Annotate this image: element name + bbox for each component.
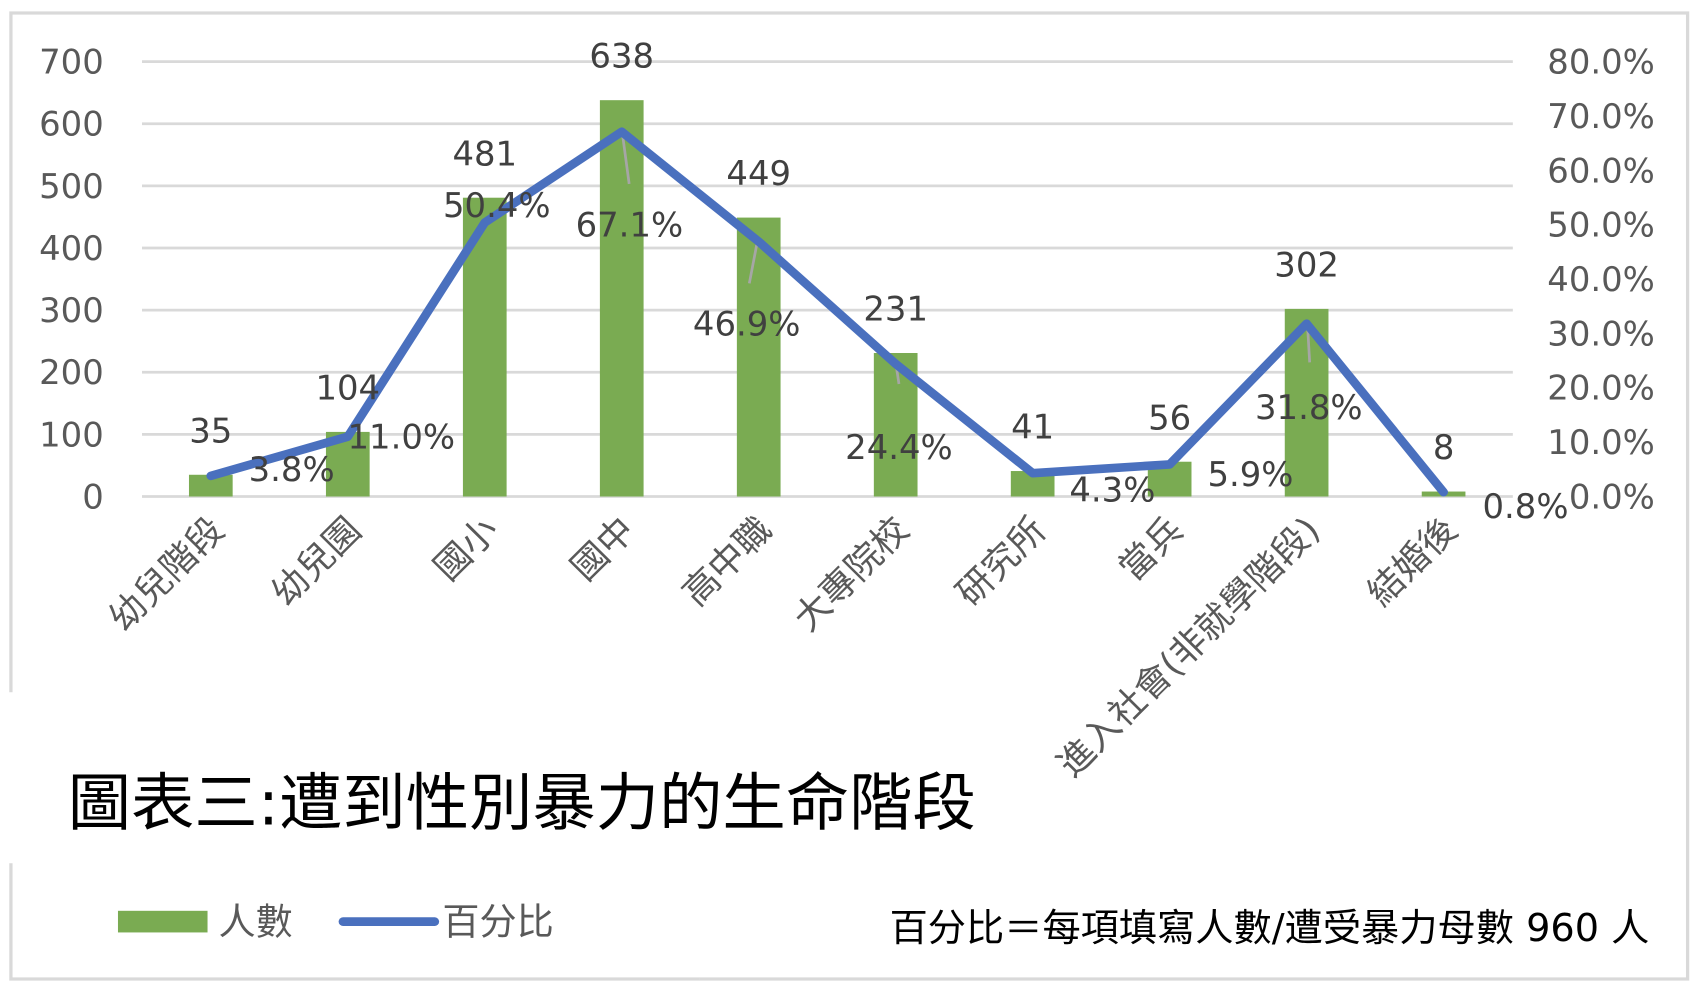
bar-value-label: 231 bbox=[863, 290, 928, 329]
percent-value-label: 11.0% bbox=[348, 418, 456, 457]
right-tick-label: 0.0% bbox=[1569, 478, 1655, 517]
bar-value-label: 41 bbox=[1011, 408, 1054, 447]
left-tick-label: 400 bbox=[39, 229, 104, 268]
right-tick-label: 30.0% bbox=[1547, 314, 1655, 353]
x-tick-label: 幼兒園 bbox=[264, 510, 370, 615]
percent-value-label: 3.8% bbox=[249, 450, 335, 489]
x-tick-label: 研究所 bbox=[949, 510, 1055, 615]
bar-value-label: 449 bbox=[726, 154, 791, 193]
right-tick-label: 40.0% bbox=[1547, 260, 1655, 299]
left-tick-label: 500 bbox=[39, 167, 104, 206]
left-tick-label: 0 bbox=[82, 478, 104, 517]
percent-value-label: 5.9% bbox=[1207, 455, 1293, 494]
line-series bbox=[206, 127, 1448, 497]
right-tick-label: 10.0% bbox=[1547, 423, 1655, 462]
right-tick-label: 80.0% bbox=[1547, 43, 1655, 82]
footnote: 百分比＝每項填寫人數/遭受暴力母數 960 人 bbox=[890, 906, 1650, 950]
percent-value-label: 0.8% bbox=[1483, 487, 1569, 526]
left-tick-label: 200 bbox=[39, 353, 104, 392]
percent-value-label: 4.3% bbox=[1069, 470, 1155, 509]
left-tick-label: 300 bbox=[39, 291, 104, 330]
bar bbox=[188, 474, 233, 497]
x-tick-label: 大專院校 bbox=[786, 510, 917, 640]
bar-value-label: 35 bbox=[189, 411, 232, 450]
x-tick-label: 進入社會(非就學階段) bbox=[1050, 510, 1328, 786]
bar-value-label: 302 bbox=[1274, 246, 1339, 285]
chart-title: 圖表三:遭到性別暴力的生命階段 bbox=[68, 766, 976, 840]
x-tick-label: 結婚後 bbox=[1360, 510, 1466, 615]
bar-value-label: 638 bbox=[589, 37, 654, 76]
right-tick-label: 70.0% bbox=[1547, 97, 1655, 136]
x-tick-label: 國小 bbox=[426, 510, 506, 589]
legend: 人數 百分比 bbox=[117, 901, 554, 944]
leader-line bbox=[621, 135, 631, 185]
legend-label-line: 百分比 bbox=[442, 901, 553, 944]
x-tick-label: 高中職 bbox=[675, 510, 781, 615]
chart-frame bbox=[9, 11, 1690, 981]
legend-label-bar: 人數 bbox=[218, 901, 292, 944]
x-tick-label: 幼兒階段 bbox=[101, 510, 232, 640]
bar-value-label: 104 bbox=[315, 369, 380, 408]
right-tick-label: 20.0% bbox=[1547, 369, 1655, 408]
percent-value-label: 31.8% bbox=[1255, 388, 1363, 427]
x-tick-label: 當兵 bbox=[1111, 510, 1191, 589]
right-tick-label: 50.0% bbox=[1547, 206, 1655, 245]
percent-line bbox=[206, 127, 1448, 497]
bar bbox=[599, 100, 644, 497]
bar-series bbox=[188, 100, 1466, 497]
bar-value-label: 8 bbox=[1433, 428, 1455, 467]
left-tick-label: 100 bbox=[39, 415, 104, 454]
percent-value-label: 50.4% bbox=[443, 186, 551, 225]
gridlines bbox=[142, 60, 1513, 498]
bar bbox=[736, 217, 781, 497]
bar-value-label: 481 bbox=[452, 134, 517, 173]
data-labels: 35 104 481 638 449 231 41 56 302 8 3.8% 11.0% 50.4% 6… bbox=[189, 37, 1568, 526]
left-tick-label: 600 bbox=[39, 105, 104, 144]
percent-value-label: 46.9% bbox=[693, 305, 801, 344]
right-tick-label: 60.0% bbox=[1547, 151, 1655, 190]
percent-value-label: 24.4% bbox=[845, 428, 953, 467]
left-axis: 0 100 200 300 400 500 600 700 bbox=[39, 43, 104, 517]
bar-value-label: 56 bbox=[1148, 398, 1191, 437]
right-axis: 0.0% 10.0% 20.0% 30.0% 40.0% 50.0% 60.0% 70.0% 8… bbox=[1547, 43, 1655, 517]
left-tick-label: 700 bbox=[39, 43, 104, 82]
legend-swatch-bar bbox=[117, 910, 208, 933]
leader-line bbox=[747, 243, 759, 284]
percent-value-label: 67.1% bbox=[576, 206, 684, 245]
x-tick-label: 國中 bbox=[563, 510, 643, 589]
